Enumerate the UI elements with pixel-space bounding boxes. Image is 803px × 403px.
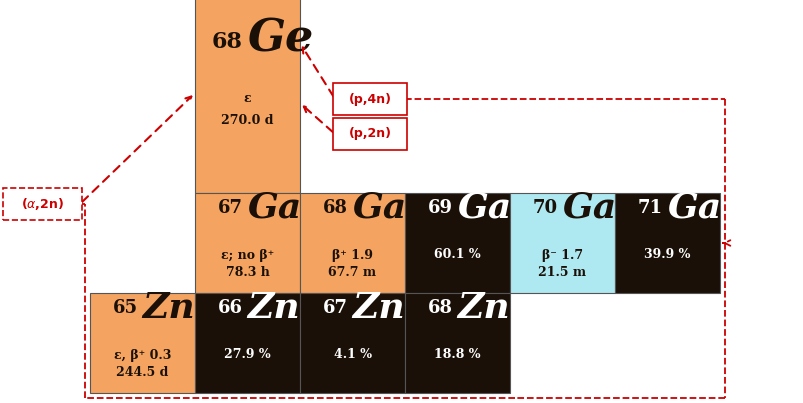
Text: 78.3 h: 78.3 h — [226, 266, 269, 280]
Text: β⁻ 1.7: β⁻ 1.7 — [541, 249, 582, 262]
Text: 39.9 %: 39.9 % — [643, 249, 690, 262]
Text: ($\alpha$,2n): ($\alpha$,2n) — [21, 196, 64, 212]
Text: Zn: Zn — [142, 291, 195, 325]
Text: β⁺ 1.9: β⁺ 1.9 — [332, 249, 373, 262]
FancyBboxPatch shape — [332, 118, 406, 150]
Text: 18.8 %: 18.8 % — [434, 349, 480, 361]
Text: 68: 68 — [211, 31, 243, 53]
Text: ε: ε — [243, 91, 251, 104]
FancyBboxPatch shape — [614, 193, 719, 293]
Text: ε; no β⁺: ε; no β⁺ — [221, 249, 274, 262]
Text: Ga: Ga — [457, 191, 512, 225]
Text: 4.1 %: 4.1 % — [333, 349, 371, 361]
Text: 67: 67 — [322, 299, 347, 317]
FancyBboxPatch shape — [300, 193, 405, 293]
FancyBboxPatch shape — [195, 193, 300, 293]
FancyBboxPatch shape — [300, 293, 405, 393]
Text: Zn: Zn — [352, 291, 405, 325]
Text: 70: 70 — [532, 199, 556, 217]
Text: Ga: Ga — [247, 191, 301, 225]
Text: 69: 69 — [427, 199, 452, 217]
Text: Ge: Ge — [247, 18, 313, 61]
FancyBboxPatch shape — [195, 0, 300, 193]
Text: Zn: Zn — [457, 291, 509, 325]
Text: Zn: Zn — [247, 291, 300, 325]
Text: 21.5 m: 21.5 m — [538, 266, 586, 280]
Text: 67.7 m: 67.7 m — [328, 266, 376, 280]
Text: (p,4n): (p,4n) — [348, 93, 391, 106]
Text: 68: 68 — [322, 199, 347, 217]
FancyBboxPatch shape — [405, 293, 509, 393]
Text: 66: 66 — [218, 299, 243, 317]
FancyBboxPatch shape — [405, 193, 509, 293]
Text: 270.0 d: 270.0 d — [221, 114, 273, 127]
FancyBboxPatch shape — [332, 83, 406, 115]
FancyBboxPatch shape — [90, 293, 195, 393]
Text: 71: 71 — [637, 199, 662, 217]
Text: (p,2n): (p,2n) — [348, 127, 391, 141]
Text: 67: 67 — [218, 199, 243, 217]
Text: 27.9 %: 27.9 % — [224, 349, 271, 361]
FancyBboxPatch shape — [509, 193, 614, 293]
FancyBboxPatch shape — [195, 293, 300, 393]
Text: 68: 68 — [427, 299, 452, 317]
Text: 244.5 d: 244.5 d — [116, 366, 169, 380]
Text: 60.1 %: 60.1 % — [434, 249, 480, 262]
Text: Ga: Ga — [666, 191, 721, 225]
Text: Ga: Ga — [562, 191, 616, 225]
FancyBboxPatch shape — [3, 188, 82, 220]
Text: ε, β⁺ 0.3: ε, β⁺ 0.3 — [114, 349, 171, 361]
Text: Ga: Ga — [352, 191, 406, 225]
Text: 65: 65 — [112, 299, 137, 317]
